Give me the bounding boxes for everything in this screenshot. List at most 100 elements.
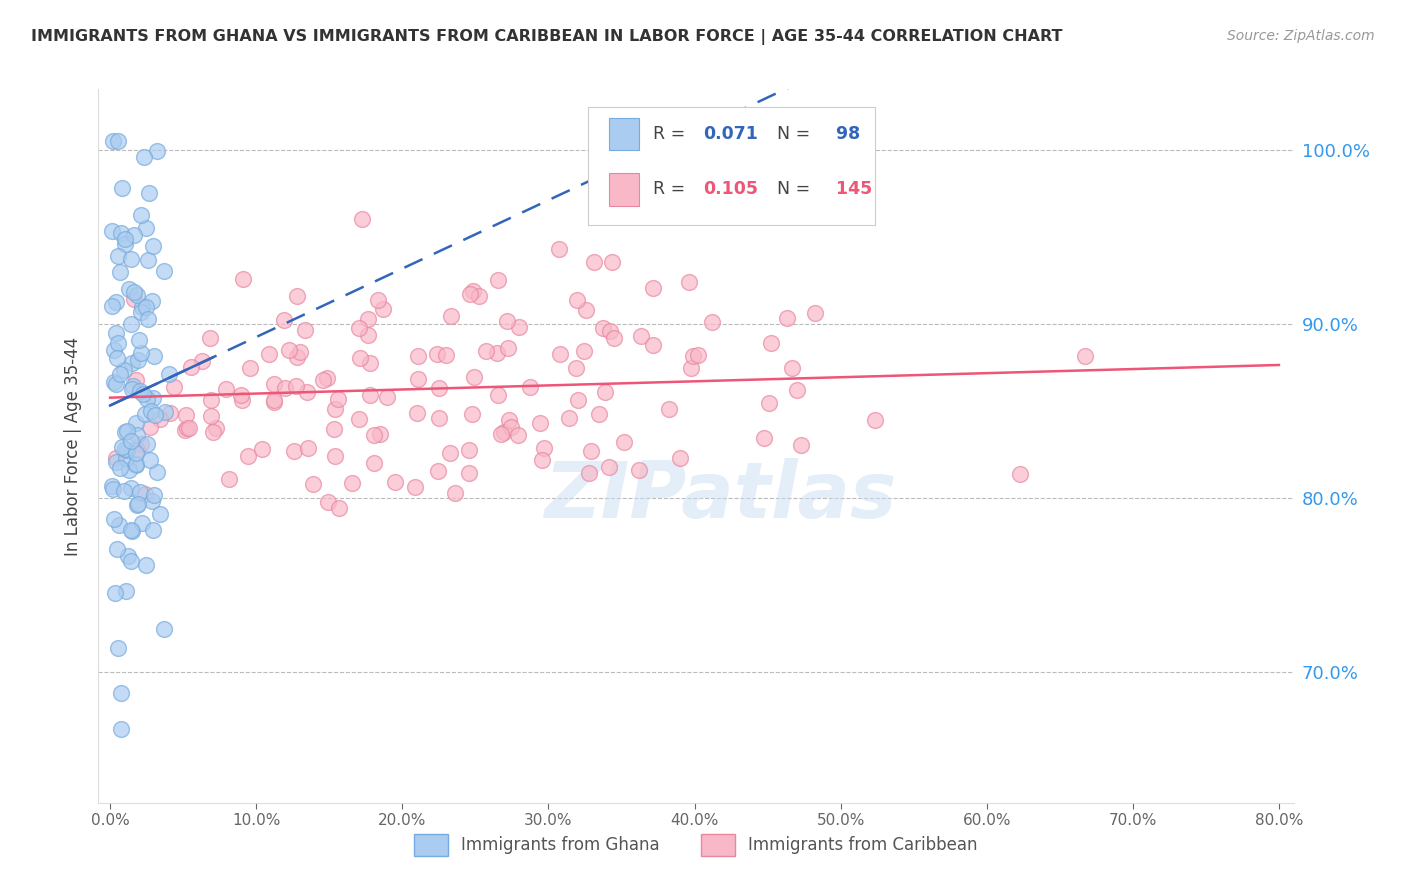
Point [129,485,152,500]
Point [146,465,169,479]
Point [125,416,148,430]
Point [475,344,498,359]
Point [283,443,305,458]
Point [120,524,142,538]
Point [373,301,395,316]
Point [1074,349,1097,363]
Point [108,264,131,278]
Point [533,441,555,455]
Text: 0.105: 0.105 [703,180,758,198]
Point [142,349,165,363]
Bar [609,118,638,150]
Point [404,481,426,495]
Point [107,518,129,533]
Point [105,295,128,310]
Point [104,326,127,341]
Point [149,507,172,521]
Point [641,337,664,351]
Point [124,373,146,387]
Point [107,135,129,149]
Text: 98: 98 [830,125,860,143]
Point [782,361,804,376]
Point [231,388,253,402]
Point [443,486,465,500]
Point [142,488,165,502]
Point [236,449,259,463]
Point [259,346,281,360]
Point [198,331,221,345]
Point [135,558,157,572]
Point [110,686,132,700]
Point [136,312,159,326]
Point [499,420,522,434]
Point [153,622,176,636]
Point [496,314,519,328]
Point [122,227,145,242]
Point [125,428,148,442]
Point [641,281,664,295]
Point [274,381,297,395]
Point [114,237,136,252]
Point [107,335,129,350]
Point [104,586,127,600]
Point [115,442,138,457]
Point [118,282,141,296]
Point [790,438,813,452]
Point [302,476,325,491]
Point [129,208,152,222]
Point [776,310,799,325]
Point [139,404,162,418]
Point [174,408,197,422]
Point [263,392,285,407]
Point [427,411,450,425]
Point [564,361,586,376]
Point [117,549,139,563]
Point [174,423,197,437]
Point [613,435,636,450]
Point [101,482,124,496]
Point [582,255,605,269]
Point [141,294,163,309]
Point [575,302,598,317]
Point [316,495,339,509]
Point [101,299,124,313]
Point [191,354,214,368]
Point [114,232,136,246]
Point [285,289,308,303]
Point [139,419,162,434]
Point [118,462,141,476]
Point [179,420,201,434]
Point [218,472,240,486]
Point [114,442,136,457]
Point [122,378,145,392]
Point [129,305,152,319]
Point [506,428,529,442]
Point [125,458,148,472]
Point [384,475,406,489]
Point [138,186,160,200]
Point [176,421,198,435]
Point [231,393,253,408]
Point [558,410,581,425]
Point [463,370,485,384]
Point [461,407,484,421]
Point [628,463,651,477]
Point [347,321,370,335]
Point [110,227,132,241]
Point [312,373,335,387]
Point [326,392,349,406]
Text: R =: R = [652,125,690,143]
Point [426,347,449,361]
Point [278,343,301,357]
Point [105,351,128,366]
Point [101,224,124,238]
Point [107,640,129,655]
Point [121,356,143,370]
Point [759,335,782,350]
Point [458,442,481,457]
Point [110,367,132,381]
Point [657,401,679,416]
Point [131,300,153,314]
Point [548,346,571,360]
Point [529,416,551,430]
